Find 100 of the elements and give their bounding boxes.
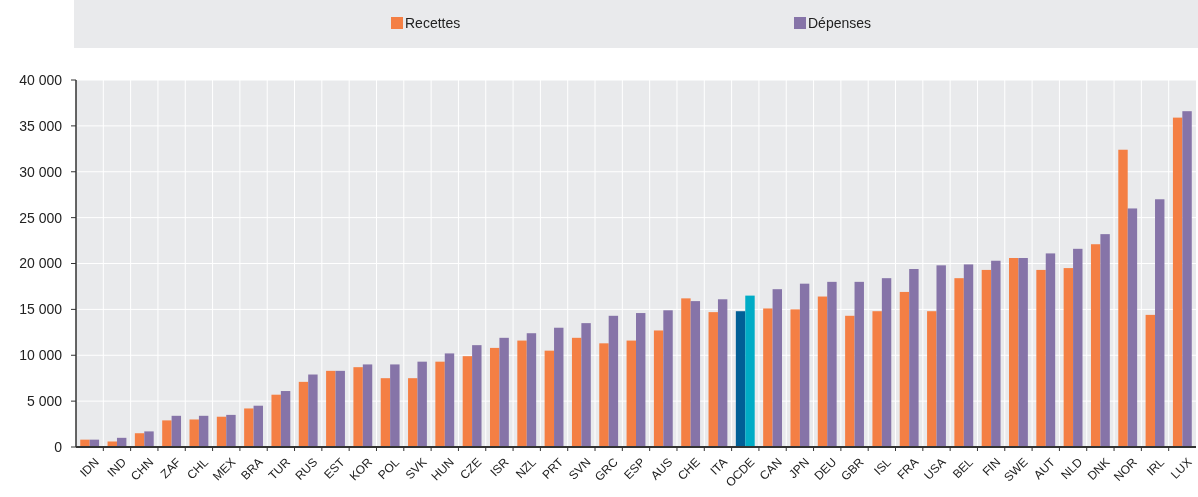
bar [517,340,527,447]
bar [735,311,746,447]
bar [717,299,728,447]
bar [845,315,855,447]
bar [435,361,445,447]
bar [763,308,773,447]
bar [827,281,837,447]
bar [981,269,992,447]
bar [681,298,691,447]
bar [144,431,154,447]
bar [936,265,946,447]
x-tick-label: POL [375,454,403,483]
y-tick-label: 25 000 [19,209,63,226]
y-tick-label: 15 000 [19,301,63,318]
x-tick-label: NZL [512,454,540,482]
bar [390,364,400,447]
bar [1182,111,1192,447]
bar [326,370,336,447]
x-tick-label: USA [921,455,949,483]
bar [499,337,509,447]
bar [1172,117,1183,447]
bar [1063,268,1074,447]
x-tick-label: IRL [1143,454,1168,479]
bar [790,309,800,447]
bar [171,415,182,447]
bar [1009,258,1019,447]
y-tick-label: 40 000 [19,71,63,88]
bar [189,419,199,447]
bar [690,301,701,447]
bar [244,408,254,447]
bar [271,394,281,447]
x-tick-label: IDN [77,455,102,480]
bar [216,416,227,447]
bar [1090,244,1101,447]
bar [571,337,582,447]
bar [472,345,482,447]
bar [745,295,755,447]
bar [1127,208,1138,447]
bar [1145,314,1156,447]
bar [899,291,910,447]
bar [1045,253,1056,447]
bar [408,378,418,447]
x-tick-label: ISR [487,454,512,480]
y-tick-label: 10 000 [19,347,63,364]
bar [854,281,864,447]
bar [881,278,892,447]
bar [599,343,609,447]
bar [134,433,145,447]
bar [554,327,564,447]
x-tick-label: BEL [949,454,977,482]
bar [253,405,263,447]
bar [162,420,172,447]
x-tick-label: TUR [265,454,294,483]
x-tick-label: ITA [707,455,731,478]
x-tick-label: JPN [786,455,812,482]
bar [1155,199,1165,447]
bar [198,415,209,447]
bar [772,289,782,447]
bar [544,350,555,447]
y-tick-label: 0 [54,438,63,455]
bar [353,367,363,447]
x-tick-label: IND [104,454,130,480]
bar [1036,269,1046,447]
bar [462,356,473,447]
bar [954,278,964,447]
bar [380,378,391,447]
bar [927,311,937,447]
bar [608,315,619,447]
bar [298,381,309,447]
bar [1118,149,1128,447]
bar [1100,234,1110,447]
bar [799,283,810,447]
bar [226,414,236,447]
bar [991,260,1001,447]
bar [444,353,455,447]
bar [636,313,646,447]
legend-label: Dépenses [808,15,872,31]
x-tick-label: FIN [979,455,1004,479]
bar [280,391,291,447]
bar [1073,248,1083,447]
bar [581,323,591,447]
y-tick-label: 20 000 [19,255,63,272]
bar [490,347,500,447]
y-tick-label: 35 000 [19,117,63,134]
bar [335,370,345,447]
x-tick-label: NLD [1058,454,1086,483]
x-tick-label: ISL [871,454,895,478]
bar [872,311,882,447]
bar [663,310,673,447]
bar [417,361,427,447]
bar [362,364,373,447]
bar [909,269,919,447]
x-tick-label: FRA [894,455,922,483]
x-tick-label: CHL [184,454,212,483]
bar [526,333,537,447]
bar [308,374,318,447]
bar [626,340,636,447]
bar [817,296,828,447]
bar [708,312,718,447]
bar [653,330,664,447]
